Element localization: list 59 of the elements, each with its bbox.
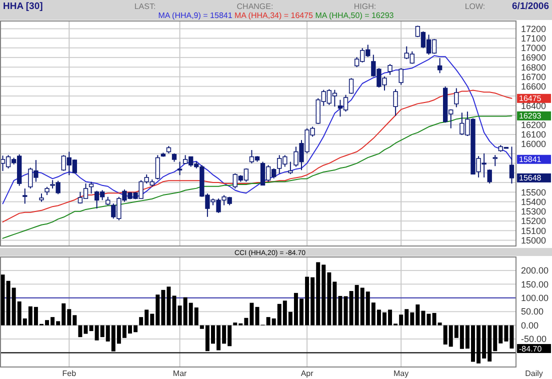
candlestick [454,88,459,108]
y-tick-label: 100.00 [521,293,549,304]
text: LAST: [134,2,156,11]
x-tick-label: Mar [172,369,188,378]
text: CHANGE: [236,2,274,11]
candlestick [437,58,442,74]
text: MA (HHA,50) = 16293 [313,11,394,20]
candlestick [155,154,160,180]
line-series [2,55,512,204]
y-tick-label: 16600 [521,82,546,92]
y-tick-label: 15100 [521,226,546,236]
text: 15648 [519,174,542,183]
candlestick [177,161,182,176]
text: -84.70 [519,344,542,354]
y-tick-label: 16400 [521,100,546,111]
candlestick [509,146,514,184]
x-tick-label: Apr [300,369,314,378]
text: 16293 [519,112,542,121]
x-axis-title: Daily [525,369,543,378]
candlestick [288,161,293,175]
bar [78,325,82,338]
line-series [2,90,512,222]
text: 15841 [519,155,542,164]
candlestick [22,188,28,204]
y-tick-label: 16700 [521,72,546,82]
y-tick-label: 16000 [521,139,546,150]
text: 16475 [519,94,542,104]
candlestick [492,154,498,167]
y-tick-label: 17100 [521,33,546,44]
y-tick-label: 16800 [521,62,546,72]
candlestick [487,168,492,184]
y-tick-label: 50.00 [521,306,544,317]
text: MA (HHA,9) = 15841 [158,11,233,20]
y-tick-label: 0.00 [521,320,539,330]
candlestick [398,68,404,86]
y-tick-label: 15200 [521,216,546,226]
chart-title: HHA [30] [3,1,43,12]
line-series [2,115,512,239]
candlestick [388,64,392,76]
y-tick-label: 16100 [521,130,546,140]
y-tick-label: 150.00 [521,279,549,290]
y-tick-label: 16900 [521,52,546,63]
chart-subtitle: 6/1/2006 [512,1,549,12]
y-tick-label: 200.00 [521,266,549,276]
text: LOW: [464,2,486,11]
text: MA (HHA,34) = 16475 [232,11,314,20]
y-tick-label: 15500 [521,187,546,198]
y-tick-label: 17000 [521,43,546,54]
y-tick-label: -50.00 [521,334,547,344]
y-tick-label: 17200 [521,24,546,34]
candlestick [348,78,354,94]
y-tick-label: 16200 [521,120,546,130]
y-tick-label: 15000 [521,235,546,246]
y-tick-label: 15400 [521,196,546,207]
text: HIGH: [354,2,376,11]
x-tick-label: May [394,369,409,378]
x-tick-label: Feb [62,369,77,378]
candlestick [393,88,398,116]
y-tick-label: 15300 [521,206,546,217]
